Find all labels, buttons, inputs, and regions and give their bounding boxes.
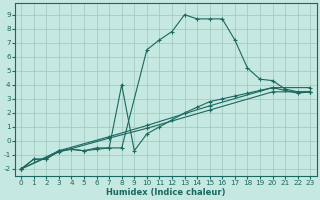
X-axis label: Humidex (Indice chaleur): Humidex (Indice chaleur) xyxy=(106,188,226,197)
